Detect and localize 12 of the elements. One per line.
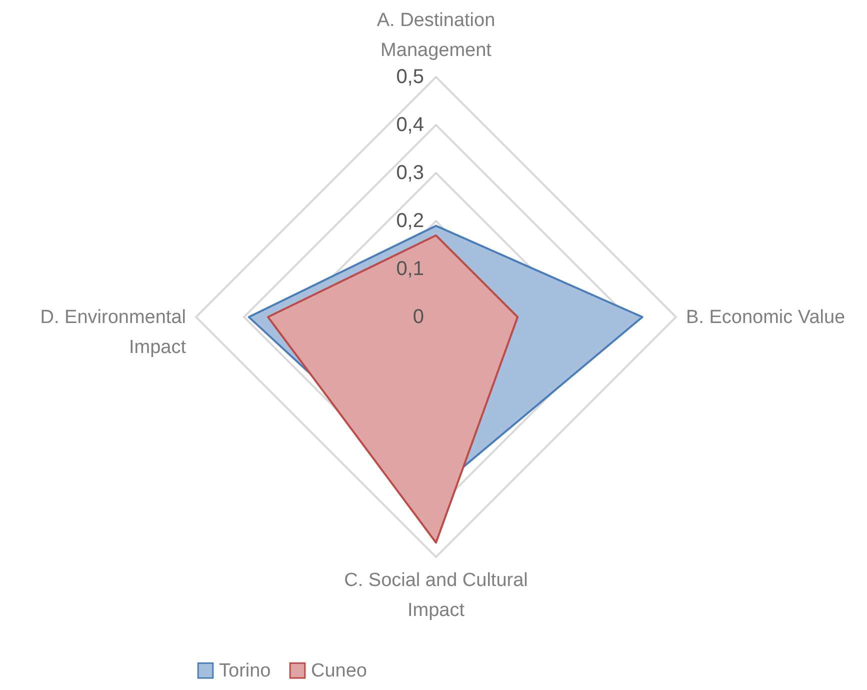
spoke-label: C. Social and Cultural Impact	[344, 570, 528, 621]
legend-label: Torino	[219, 660, 271, 682]
y-tick-label: 0,3	[396, 162, 424, 184]
y-tick-label: 0,5	[396, 66, 424, 88]
y-tick-label: 0	[412, 306, 424, 328]
spoke-label: D. Environmental Impact	[40, 307, 187, 358]
spoke-label: A. Destination Management	[376, 10, 496, 61]
spoke-label: B. Economic Value	[686, 307, 846, 328]
y-tick-label: 0,4	[396, 114, 424, 136]
y-tick-label: 0,2	[396, 210, 424, 232]
legend-label: Cuneo	[311, 660, 367, 682]
y-tick-label: 0,1	[396, 258, 424, 280]
